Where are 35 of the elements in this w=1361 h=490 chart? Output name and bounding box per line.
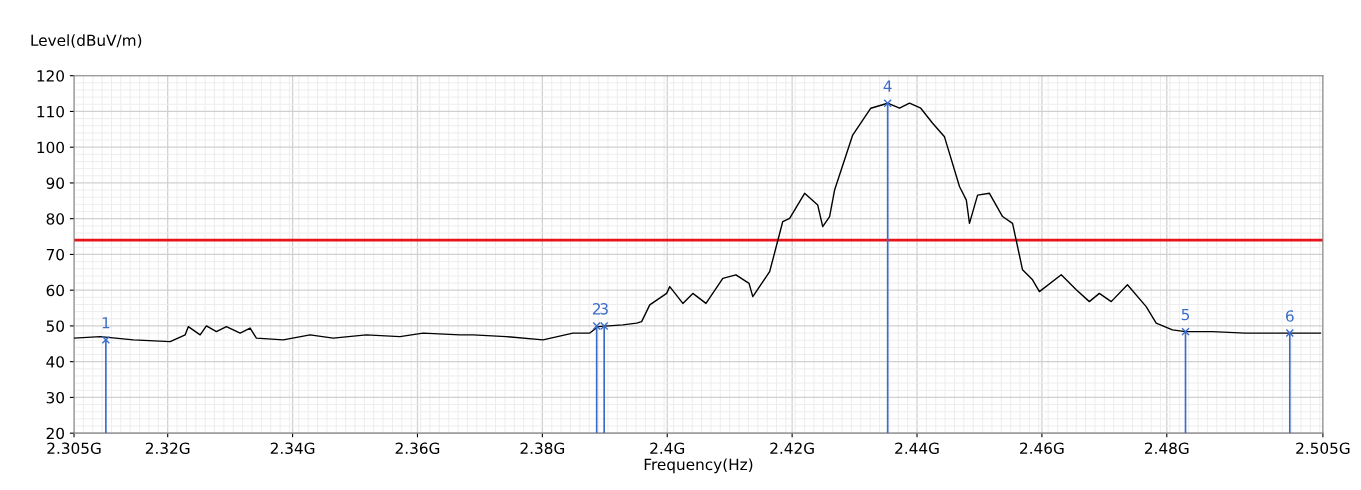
annotation: 1 xyxy=(102,317,110,329)
y-tick-label: 60 xyxy=(46,284,64,297)
x-tick-label: 2.34G xyxy=(270,442,315,455)
y-tick-label: 30 xyxy=(46,391,64,404)
y-tick-label: 70 xyxy=(46,248,64,261)
y-tick-label: 110 xyxy=(37,105,64,118)
x-tick-label: 2.305G xyxy=(47,442,101,455)
annotation: 3 xyxy=(600,303,608,315)
x-tick-label: 2.4G xyxy=(650,442,685,455)
x-tick-label: 2.42G xyxy=(770,442,814,455)
x-tick-label: 2.46G xyxy=(1020,442,1064,455)
x-tick-label: 2.38G xyxy=(520,442,565,455)
point xyxy=(1285,328,1294,338)
annotation: 5 xyxy=(1181,308,1190,321)
y-tick-label: 80 xyxy=(46,213,64,225)
point xyxy=(1181,327,1190,336)
point xyxy=(883,99,892,108)
annotation: 6 xyxy=(1286,310,1294,322)
y-axis-title: Level(dBuV/m) xyxy=(31,34,142,48)
annotation: 4 xyxy=(883,80,892,92)
y-tick-label: 100 xyxy=(37,141,64,154)
annotation: 2 xyxy=(592,303,601,315)
y-tick-label: 50 xyxy=(46,320,64,332)
y-tick-label: 20 xyxy=(46,427,64,440)
y-tick-label: 120 xyxy=(37,70,64,82)
point xyxy=(101,335,111,345)
x-tick-label: 2.48G xyxy=(1144,442,1189,455)
x-axis-title: Frequency(Hz) xyxy=(644,458,753,474)
x-tick-label: 2.505G xyxy=(1296,442,1350,455)
y-tick-label: 40 xyxy=(46,356,64,368)
x-tick-label: 2.44G xyxy=(895,442,939,455)
x-tick-label: 2.36G xyxy=(395,442,440,455)
line-series xyxy=(74,102,1322,343)
y-tick-label: 90 xyxy=(46,177,64,189)
x-tick-label: 2.32G xyxy=(145,442,190,455)
